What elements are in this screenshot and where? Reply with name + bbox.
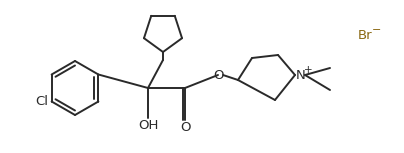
Text: Br: Br [358,28,372,41]
Text: O: O [180,121,190,134]
Text: O: O [213,69,223,82]
Text: Cl: Cl [36,95,48,108]
Text: OH: OH [138,119,158,132]
Text: N: N [296,69,306,82]
Text: +: + [304,65,313,75]
Text: −: − [372,25,381,35]
